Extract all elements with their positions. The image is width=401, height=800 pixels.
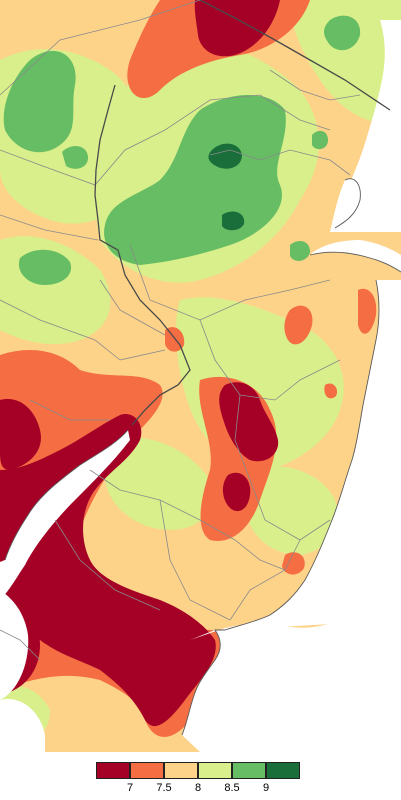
legend-swatch	[198, 762, 232, 779]
legend-swatch	[96, 762, 130, 779]
atlantic-ocean-water	[225, 20, 401, 630]
state-border	[94, 0, 391, 426]
coastline	[4, 178, 401, 736]
legend-swatch	[232, 762, 266, 779]
delaware-bay-water	[0, 430, 401, 752]
legend-tick-label: 7	[126, 782, 134, 794]
county-lines	[0, 0, 361, 661]
legend-tick-label: 7.5	[156, 782, 172, 794]
legend-tick-label: 8	[194, 782, 202, 794]
legend-tick-label: 8.5	[224, 782, 240, 794]
legend-tick-label: 9	[262, 782, 270, 794]
zone-above-9	[208, 143, 245, 231]
precipitation-map	[0, 0, 401, 752]
legend: 7 7.5 8 8.5 9	[96, 762, 302, 796]
legend-swatch	[266, 762, 300, 779]
legend-swatch	[164, 762, 198, 779]
legend-swatch	[130, 762, 164, 779]
